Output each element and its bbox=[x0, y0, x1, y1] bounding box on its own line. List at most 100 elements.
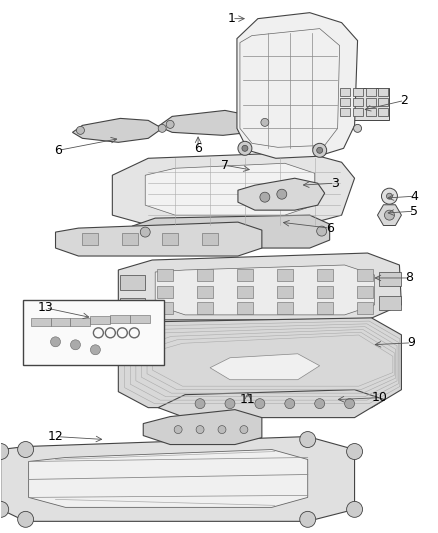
Text: 12: 12 bbox=[48, 430, 64, 443]
Polygon shape bbox=[145, 163, 314, 215]
Polygon shape bbox=[28, 449, 308, 507]
Bar bbox=[366, 108, 375, 116]
Bar bbox=[277, 286, 293, 298]
Polygon shape bbox=[56, 222, 262, 256]
Circle shape bbox=[317, 226, 327, 236]
Circle shape bbox=[218, 425, 226, 433]
Text: 3: 3 bbox=[331, 177, 339, 190]
Bar bbox=[357, 302, 372, 314]
Circle shape bbox=[346, 502, 363, 518]
Bar bbox=[378, 99, 389, 107]
Text: 10: 10 bbox=[371, 391, 388, 404]
Polygon shape bbox=[158, 110, 265, 135]
Bar bbox=[277, 302, 293, 314]
Polygon shape bbox=[112, 152, 355, 225]
Circle shape bbox=[196, 425, 204, 433]
Circle shape bbox=[50, 337, 60, 347]
Text: 8: 8 bbox=[406, 271, 413, 285]
Text: 7: 7 bbox=[221, 159, 229, 172]
Circle shape bbox=[317, 147, 323, 154]
Circle shape bbox=[300, 432, 316, 448]
Text: 2: 2 bbox=[400, 94, 408, 107]
Bar bbox=[339, 108, 350, 116]
Circle shape bbox=[353, 124, 361, 132]
Bar bbox=[162, 233, 178, 245]
Circle shape bbox=[238, 141, 252, 155]
Bar bbox=[357, 286, 372, 298]
Bar bbox=[366, 99, 375, 107]
Bar bbox=[90, 316, 110, 324]
Text: 11: 11 bbox=[240, 393, 256, 406]
Bar bbox=[50, 318, 71, 326]
Circle shape bbox=[260, 192, 270, 202]
Polygon shape bbox=[1, 437, 355, 521]
Bar bbox=[31, 318, 50, 326]
Polygon shape bbox=[72, 118, 162, 142]
Text: 5: 5 bbox=[410, 205, 418, 217]
Circle shape bbox=[77, 126, 85, 134]
Circle shape bbox=[195, 399, 205, 409]
Bar bbox=[71, 318, 90, 326]
Circle shape bbox=[313, 143, 327, 157]
Bar bbox=[317, 286, 332, 298]
Circle shape bbox=[300, 511, 316, 527]
Bar bbox=[237, 302, 253, 314]
Text: 9: 9 bbox=[407, 336, 415, 349]
Bar bbox=[130, 315, 150, 323]
Bar bbox=[197, 269, 213, 281]
Bar bbox=[197, 286, 213, 298]
Circle shape bbox=[90, 345, 100, 355]
Polygon shape bbox=[155, 265, 374, 315]
Circle shape bbox=[285, 399, 295, 409]
Circle shape bbox=[225, 399, 235, 409]
Text: 6: 6 bbox=[55, 144, 63, 157]
Polygon shape bbox=[339, 88, 389, 120]
Text: 4: 4 bbox=[410, 190, 418, 203]
Polygon shape bbox=[238, 178, 325, 210]
Bar bbox=[353, 99, 363, 107]
Bar bbox=[237, 269, 253, 281]
Bar bbox=[317, 269, 332, 281]
Text: 13: 13 bbox=[38, 301, 53, 314]
Circle shape bbox=[386, 193, 392, 199]
Circle shape bbox=[18, 441, 34, 457]
Bar bbox=[120, 275, 145, 290]
Bar bbox=[317, 302, 332, 314]
Circle shape bbox=[174, 425, 182, 433]
Bar bbox=[157, 286, 173, 298]
Circle shape bbox=[158, 124, 166, 132]
Circle shape bbox=[345, 399, 355, 409]
Bar bbox=[339, 99, 350, 107]
Bar bbox=[357, 269, 372, 281]
Circle shape bbox=[140, 227, 150, 237]
Bar bbox=[379, 272, 401, 286]
Bar bbox=[353, 108, 363, 116]
Bar bbox=[277, 269, 293, 281]
Bar bbox=[157, 302, 173, 314]
Circle shape bbox=[242, 146, 248, 151]
Polygon shape bbox=[210, 354, 320, 379]
Bar bbox=[366, 88, 375, 96]
Bar bbox=[379, 296, 401, 310]
Bar bbox=[237, 286, 253, 298]
Circle shape bbox=[240, 425, 248, 433]
Bar bbox=[82, 233, 99, 245]
Bar bbox=[120, 298, 145, 310]
Polygon shape bbox=[118, 318, 401, 408]
Bar bbox=[110, 315, 130, 323]
Circle shape bbox=[261, 118, 269, 126]
Bar bbox=[122, 233, 138, 245]
Circle shape bbox=[381, 188, 397, 204]
Circle shape bbox=[18, 511, 34, 527]
Polygon shape bbox=[237, 13, 357, 158]
Bar bbox=[23, 300, 164, 365]
Circle shape bbox=[346, 443, 363, 459]
Bar bbox=[353, 88, 363, 96]
Bar bbox=[197, 302, 213, 314]
Circle shape bbox=[255, 399, 265, 409]
Circle shape bbox=[385, 210, 395, 220]
Text: 1: 1 bbox=[228, 12, 236, 25]
Circle shape bbox=[314, 399, 325, 409]
Bar bbox=[378, 108, 389, 116]
Circle shape bbox=[71, 340, 81, 350]
